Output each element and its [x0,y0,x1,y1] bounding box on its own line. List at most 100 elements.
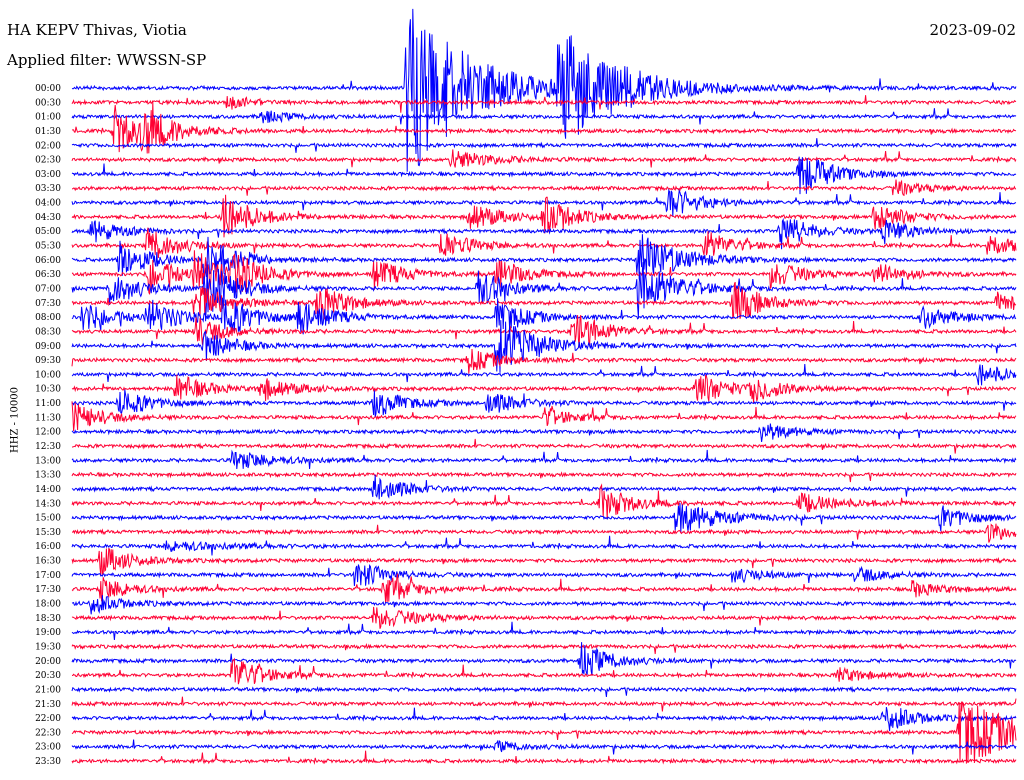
trace-line [71,474,1017,500]
time-label: 14:00 [35,485,61,495]
time-label: 05:30 [35,242,61,252]
time-label: 02:00 [35,141,61,151]
time-labels: 00:00 00:30 01:00 01:30 02:00 02:30 03:00 03:30… [35,84,61,767]
trace-line [71,320,1017,373]
time-label: 15:00 [35,514,61,524]
trace-line [71,423,1017,442]
trace-line [71,642,1017,655]
trace-line [71,149,1017,168]
time-label: 17:00 [35,571,61,581]
trace-line [71,314,1017,348]
time-label: 08:30 [35,327,61,337]
time-label: 04:30 [35,213,61,223]
time-label: 06:00 [35,256,61,266]
trace-line [71,535,1017,556]
trace-line [71,179,1017,197]
time-label: 22:30 [35,728,61,738]
time-label: 03:30 [35,184,61,194]
trace-line [71,739,1017,755]
trace-line [71,138,1017,153]
trace-line [71,483,1017,520]
trace-line [71,188,1017,217]
date-label: 2023-09-02 [929,21,1016,39]
time-label: 10:30 [35,385,61,395]
trace-line [71,642,1017,676]
trace-line [71,227,1017,258]
trace-line [71,194,1017,238]
trace-line [71,595,1017,615]
time-label: 11:00 [35,399,61,409]
trace-line [71,696,1017,712]
trace-line [71,281,1017,320]
time-label: 18:30 [35,614,61,624]
trace-line [71,250,1017,295]
trace-line [72,523,1017,543]
trace-line [71,685,1017,697]
time-label: 11:30 [35,413,61,423]
time-label: 18:00 [35,600,61,610]
time-label: 16:00 [35,542,61,552]
trace-line [71,108,1017,125]
trace-line [71,363,1017,386]
time-label: 09:00 [35,342,61,352]
trace-line [71,374,1017,404]
trace-line [71,547,1017,576]
time-label: 14:30 [35,499,61,509]
trace-line [71,503,1017,533]
trace-line [71,217,1017,250]
time-label: 19:00 [35,628,61,638]
time-label: 05:00 [35,227,61,237]
trace-line [72,438,1017,454]
time-label: 19:30 [35,642,61,652]
time-label: 15:30 [35,528,61,538]
trace-line [71,750,1017,765]
trace-line [71,8,1017,172]
time-label: 06:30 [35,270,61,280]
time-label: 10:00 [35,370,61,380]
time-label: 07:00 [35,284,61,294]
trace-line [71,606,1017,629]
time-label: 23:30 [35,757,61,767]
trace-line [71,348,1017,374]
trace-line [71,297,1017,335]
time-label: 12:30 [35,442,61,452]
time-label: 02:30 [35,156,61,166]
time-label: 23:00 [35,743,61,753]
time-label: 01:30 [35,127,61,137]
traces [71,8,1017,765]
trace-line [71,706,1017,732]
trace-line [71,261,1017,322]
time-label: 04:00 [35,199,61,209]
time-label: 01:00 [35,113,61,123]
time-label: 13:00 [35,456,61,466]
trace-line [71,621,1017,640]
trace-line [71,471,1017,483]
trace-line [71,389,1017,418]
time-label: 13:30 [35,471,61,481]
trace-line [71,100,1017,154]
trace-line [71,701,1017,764]
time-label: 22:00 [35,714,61,724]
time-label: 21:30 [35,700,61,710]
trace-line [71,449,1017,470]
time-label: 20:00 [35,657,61,667]
time-label: 16:30 [35,557,61,567]
time-label: 17:30 [35,585,61,595]
time-label: 20:30 [35,671,61,681]
trace-line [71,156,1017,195]
time-label: 21:00 [35,685,61,695]
trace-line [71,401,1017,432]
trace-line [71,95,1017,113]
filter-label: Applied filter: WWSSN-SP [7,51,207,69]
time-label: 00:00 [35,84,61,94]
trace-line [71,573,1017,603]
trace-line [71,234,1017,284]
station-title: HA KEPV Thivas, Viotia [7,21,187,39]
time-label: 03:00 [35,170,61,180]
time-label: 00:30 [35,98,61,108]
time-label: 08:00 [35,313,61,323]
time-label: 12:00 [35,428,61,438]
time-label: 09:30 [35,356,61,366]
